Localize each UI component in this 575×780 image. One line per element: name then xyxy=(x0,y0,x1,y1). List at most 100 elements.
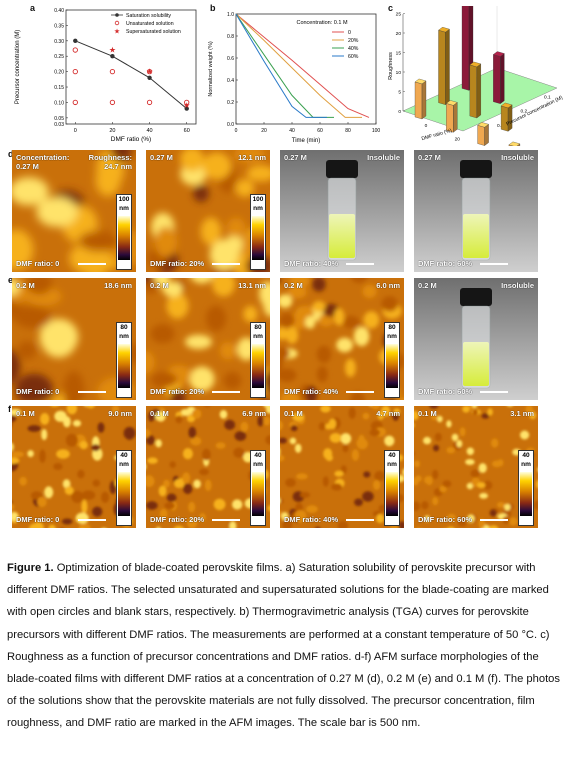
panel-a-ytick-label: 0.30 xyxy=(54,39,64,45)
panel-a-ytick-label: 0.03 xyxy=(54,122,64,128)
colorbar-unit: nm xyxy=(253,205,263,212)
panel-b-xtick-label: 40 xyxy=(289,128,295,134)
panel-b-label: b xyxy=(210,3,216,13)
panel-d-tile-0: Concentration: 0.27 M Roughness: 24.7 nm DMF… xyxy=(12,150,136,272)
solution-vial-photo xyxy=(280,150,404,272)
panel-b-legend-label: 60% xyxy=(348,54,359,60)
colorbar-max: 100 xyxy=(252,196,264,203)
panel-f-tile-1: 0.1 M 6.9 nm DMF ratio: 20% 40 nm -40 xyxy=(146,406,270,528)
panel-a-xtick-label: 20 xyxy=(109,128,115,134)
panel-b-xtick-label: 60 xyxy=(317,128,323,134)
colorbar-unit: nm xyxy=(119,461,129,468)
colorbar-unit: nm xyxy=(521,461,531,468)
tga-curve-1 xyxy=(235,13,362,118)
panel-d-row: Concentration: 0.27 M Roughness: 24.7 nm DMF… xyxy=(12,150,567,272)
colorbar-max: 80 xyxy=(254,324,262,331)
panel-a-chart: 0.030.05 0.10 0.15 0.20 0.25 0.30 0.35 0.40 0 20 4… xyxy=(15,8,197,143)
panel-b-plot-frame xyxy=(235,13,377,125)
panel-b-xtick-label: 20 xyxy=(261,128,267,134)
panel-e-tile-1: 0.2 M 13.1 nm DMF ratio: 20% 80 nm -80 xyxy=(146,278,270,400)
height-colorbar: 40 nm -40 xyxy=(518,450,534,526)
tile-concentration-label: 0.1 M xyxy=(418,409,437,418)
scale-bar xyxy=(480,519,508,521)
panel-c-xlabel: DMF ratio (%) xyxy=(421,128,453,142)
roughness-bar xyxy=(469,61,482,119)
tile-roughness-label: 6.0 nm xyxy=(376,281,400,290)
tile-concentration-label: 0.2 M xyxy=(418,281,437,290)
panel-c-ztick-label: 0.2 xyxy=(521,109,528,115)
panel-d-label: d xyxy=(8,149,14,159)
panel-a-ylabel: Precursor concentration (M) xyxy=(15,30,21,104)
colorbar-gradient xyxy=(118,216,130,260)
saturation-solubility-point xyxy=(110,54,115,59)
tga-curve-2 xyxy=(235,13,334,118)
legend-supersaturated-marker: ★ xyxy=(114,28,120,36)
tile-roughness-value: 24.7 nm xyxy=(104,162,132,171)
colorbar-gradient xyxy=(118,344,130,388)
scale-bar xyxy=(346,263,374,265)
tile-roughness-label: Insoluble xyxy=(501,281,534,290)
scale-bar xyxy=(480,391,508,393)
figure-caption-label: Figure 1. xyxy=(7,562,54,574)
panel-d-tile-1: 0.27 M 12.1 nm DMF ratio: 20% 100 nm -100 xyxy=(146,150,270,272)
scale-bar xyxy=(346,391,374,393)
panel-c-chart: 051015202502040600.270.20.1 Roughness DM… xyxy=(388,6,564,146)
panel-b-chart: 0.0 0.2 0.4 0.6 0.8 1.0 0 20 40 60 80 100 Concentra… xyxy=(208,12,380,144)
tile-concentration-label: 0.1 M xyxy=(284,409,303,418)
panel-f-tile-0: 0.1 M 9.0 nm DMF ratio: 0 40 nm -40 xyxy=(12,406,136,528)
colorbar-max: 40 xyxy=(120,452,128,459)
panel-b-ytick-label: 0.6 xyxy=(227,56,234,62)
colorbar-max: 40 xyxy=(388,452,396,459)
roughness-bar xyxy=(477,122,489,146)
panel-c-xtick-label: 0 xyxy=(425,123,428,129)
panel-a-ytick-label: 0.20 xyxy=(54,70,64,76)
tile-concentration-label: 0.27 M xyxy=(418,153,441,162)
panel-f-tile-2: 0.1 M 4.7 nm DMF ratio: 40% 40 nm -40 xyxy=(280,406,404,528)
panel-c-ytick-label: 15 xyxy=(396,51,402,57)
unsaturated-solution-point xyxy=(72,99,78,106)
tile-dmf-ratio-label: DMF ratio: 20% xyxy=(150,259,205,268)
unsaturated-solution-point xyxy=(109,99,116,106)
panel-b-xtick-label: 80 xyxy=(345,128,351,134)
panel-a-legend: Saturation solubility Unsaturated solutio… xyxy=(111,13,181,36)
saturation-solubility-line xyxy=(75,40,188,109)
scale-bar xyxy=(78,519,106,521)
tile-dmf-ratio-label: DMF ratio: 40% xyxy=(284,387,339,396)
height-colorbar: 40 nm -40 xyxy=(384,450,400,526)
legend-supersaturated-label: Supersaturated solution xyxy=(126,29,181,35)
colorbar-min: -40 xyxy=(119,516,129,523)
panel-b-ytick-label: 0.2 xyxy=(227,100,234,106)
height-colorbar: 100 nm -100 xyxy=(250,194,266,270)
panel-c-ytick-label: 0 xyxy=(398,109,401,115)
colorbar-min: -80 xyxy=(119,388,129,395)
supersaturated-solution-point: ★ xyxy=(109,46,116,55)
tile-dmf-ratio-label: DMF ratio: 0 xyxy=(16,387,60,396)
scale-bar xyxy=(212,391,240,393)
scale-bar xyxy=(346,519,374,521)
panel-a-label: a xyxy=(30,3,36,13)
panel-a-ytick-label: 0.40 xyxy=(54,8,64,14)
panel-b-legend-label: 40% xyxy=(348,46,359,52)
height-colorbar: 80 nm -80 xyxy=(384,322,400,398)
panel-f-tile-3: 0.1 M 3.1 nm DMF ratio: 60% 40 nm -40 xyxy=(414,406,538,528)
tile-roughness-label: 6.9 nm xyxy=(242,409,266,418)
panel-c-ytick-label: 25 xyxy=(396,12,402,18)
colorbar-gradient xyxy=(386,344,398,388)
colorbar-min: -100 xyxy=(117,260,131,267)
tile-concentration-label: 0.27 M xyxy=(150,153,173,162)
panel-e-tile-0: 0.2 M 18.6 nm DMF ratio: 0 80 nm -80 xyxy=(12,278,136,400)
solution-vial-photo xyxy=(414,278,538,400)
panel-b-xlabel: Time (min) xyxy=(292,138,320,144)
supersaturated-solution-point: ★ xyxy=(146,67,153,76)
afm-height-map xyxy=(280,278,404,400)
figure-caption-text: Optimization of blade-coated perovskite … xyxy=(7,562,560,730)
height-colorbar: 40 nm -40 xyxy=(116,450,132,526)
roughness-bar xyxy=(492,51,505,104)
tile-dmf-ratio-label: DMF ratio: 0 xyxy=(16,259,60,268)
panel-c-label: c xyxy=(388,3,394,13)
panel-d-tile-3: 0.27 M Insoluble DMF ratio: 60% xyxy=(414,150,538,272)
tile-concentration-label: 0.27 M xyxy=(284,153,307,162)
panel-b-annotation: Concentration: 0.1 M xyxy=(296,20,347,26)
panel-a-xtick-label: 40 xyxy=(147,128,153,134)
legend-saturation-marker xyxy=(115,13,119,17)
